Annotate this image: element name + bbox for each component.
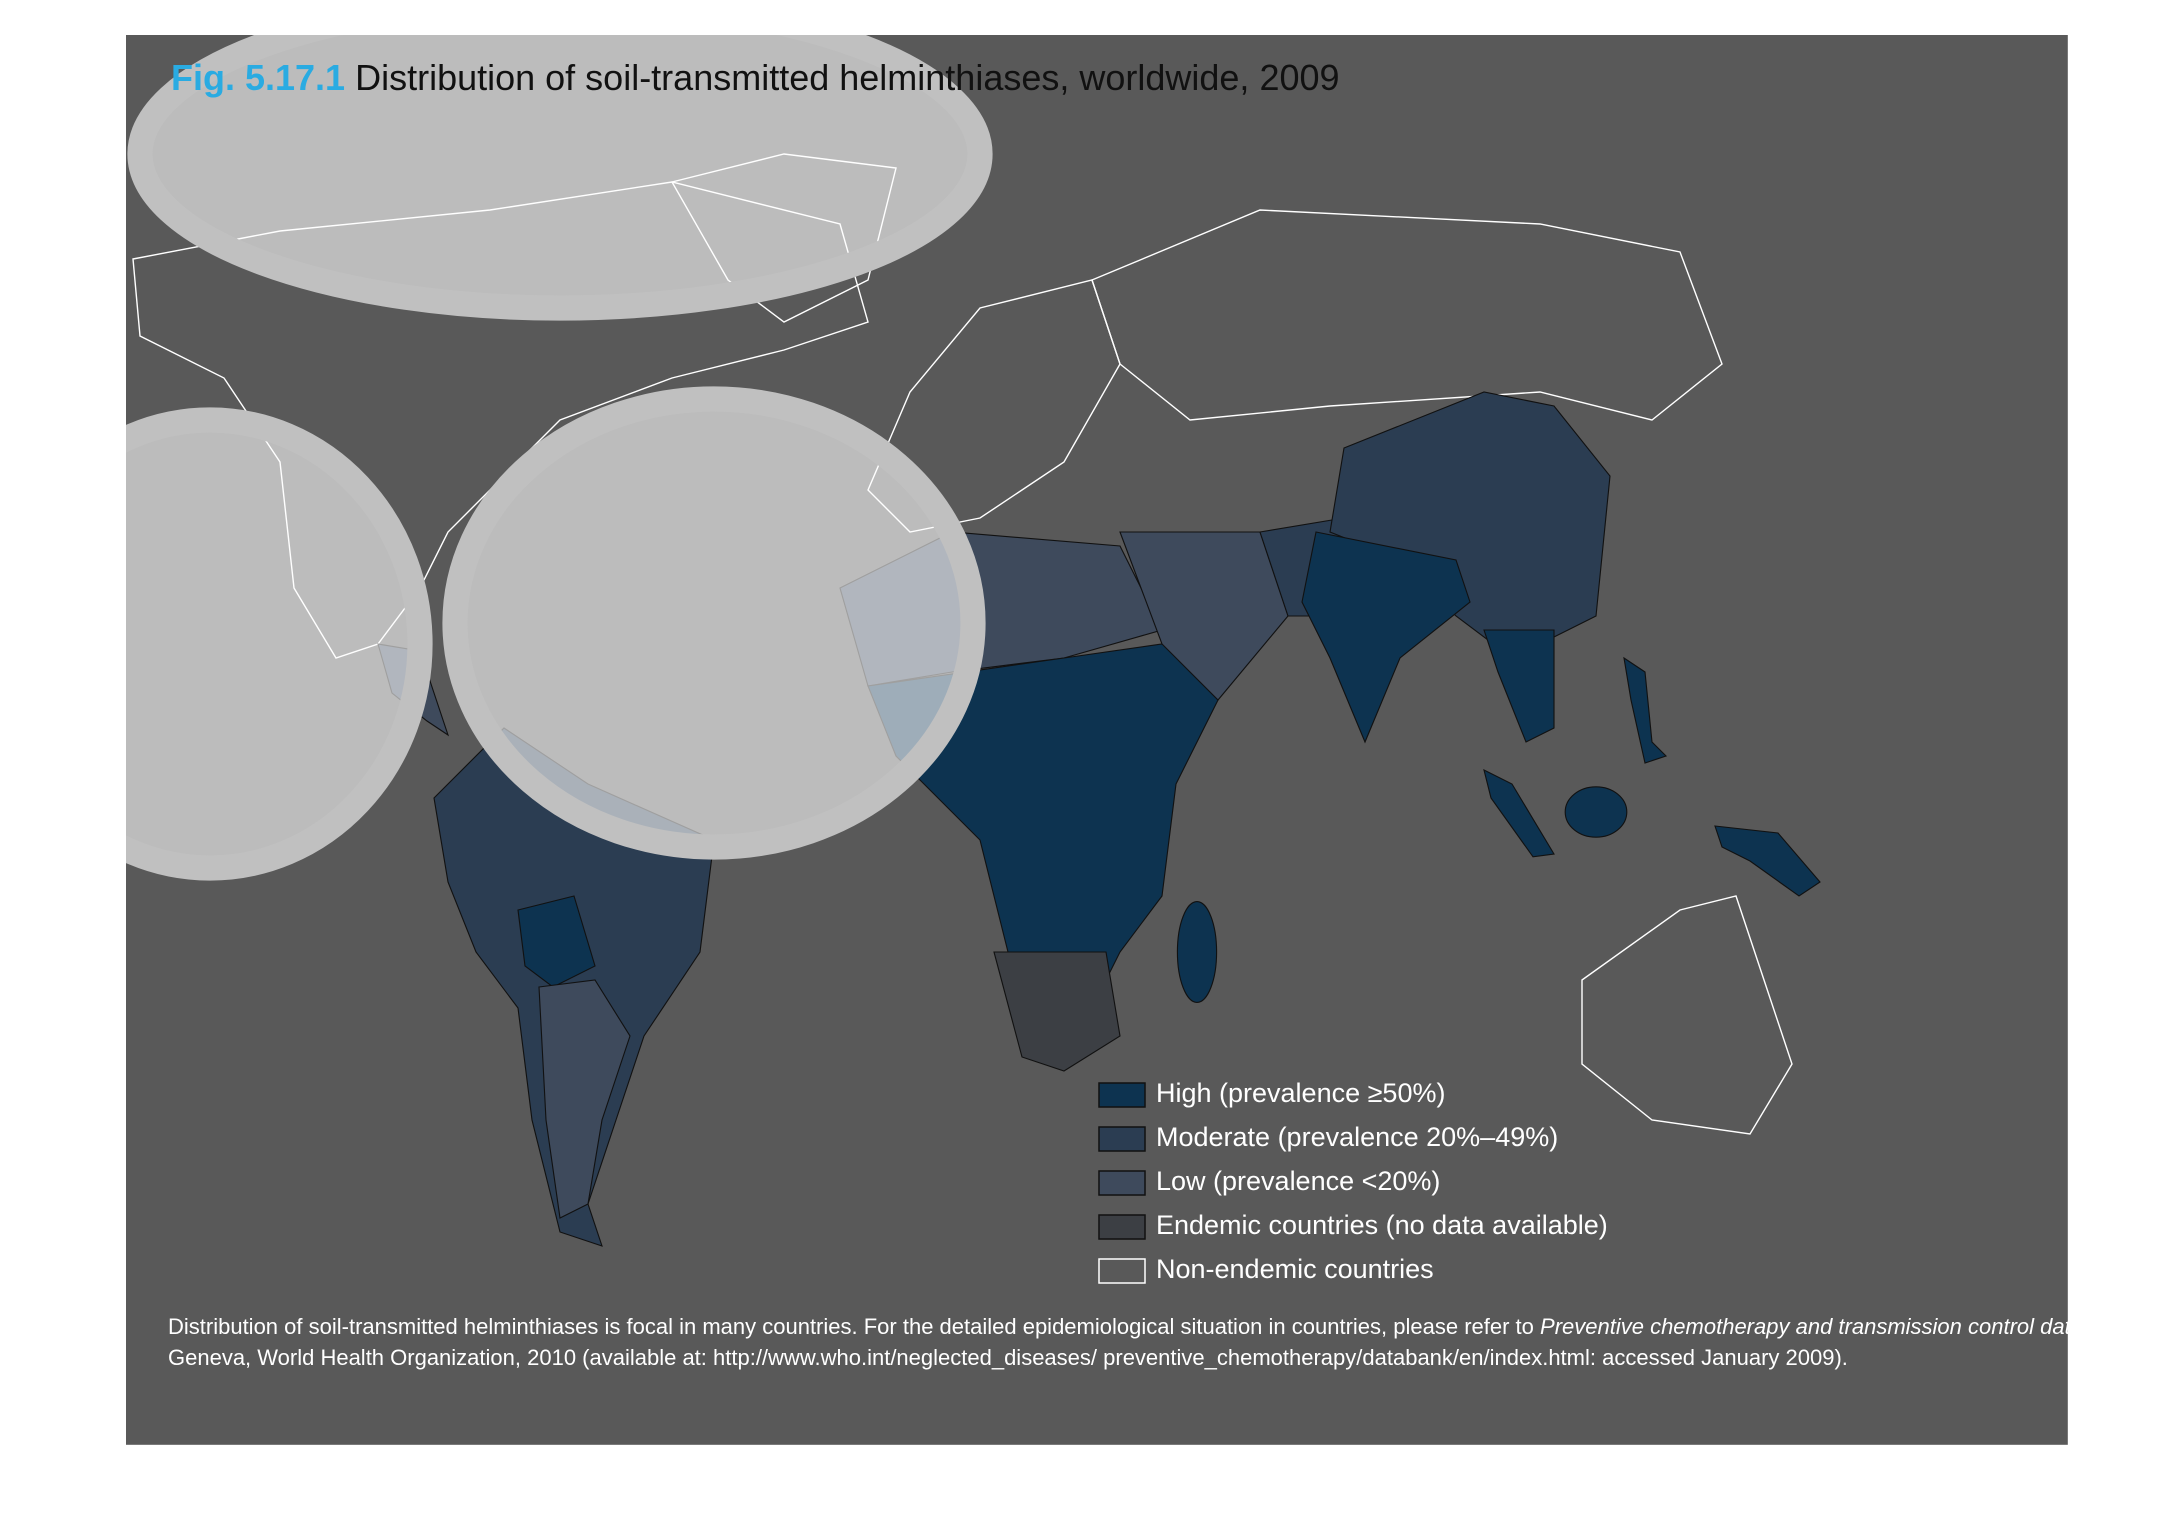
legend: High (prevalence ≥50%) Moderate (prevalen… xyxy=(1098,1078,1608,1284)
borneo xyxy=(1564,786,1628,838)
middle-east xyxy=(1119,531,1289,701)
southeast-asia xyxy=(1483,629,1555,743)
legend-label: Non-endemic countries xyxy=(1156,1254,1434,1284)
overlay-atlantic xyxy=(442,386,986,860)
legend-swatch xyxy=(1098,1082,1146,1108)
overlay-north xyxy=(127,34,993,321)
caption-line-2: Geneva, World Health Organization, 2010 … xyxy=(168,1345,1848,1370)
new-guinea xyxy=(1714,825,1821,897)
figure-number: Fig. 5.17.1 xyxy=(171,57,345,98)
map-layer xyxy=(125,34,2068,1445)
india xyxy=(1301,531,1471,744)
world-map xyxy=(125,34,1821,1247)
caption-italic: Preventive chemotherapy and transmission… xyxy=(1540,1314,2137,1339)
bolivia xyxy=(517,895,596,988)
overlay-west xyxy=(125,407,433,881)
madagascar xyxy=(1176,901,1218,1003)
philippines xyxy=(1623,656,1668,764)
southern-africa xyxy=(993,951,1121,1072)
caption-text: Distribution of soil-transmitted helmint… xyxy=(168,1314,1540,1339)
australia xyxy=(1581,895,1793,1135)
highlight-overlays xyxy=(125,34,993,881)
title-text: Distribution of soil-transmitted helmint… xyxy=(355,57,1339,98)
legend-label: High (prevalence ≥50%) xyxy=(1156,1078,1445,1108)
title: Fig. 5.17.1 Distribution of soil-transmit… xyxy=(171,57,1340,98)
legend-label: Low (prevalence <20%) xyxy=(1156,1166,1440,1196)
sumatra xyxy=(1483,768,1555,858)
legend-label: Endemic countries (no data available) xyxy=(1156,1210,1608,1240)
caption-line-1: Distribution of soil-transmitted helmint… xyxy=(168,1314,2137,1339)
legend-swatch xyxy=(1098,1126,1146,1152)
russia xyxy=(1091,209,1723,421)
legend-swatch xyxy=(1098,1258,1146,1284)
legend-swatch xyxy=(1098,1214,1146,1240)
argentina xyxy=(538,979,631,1219)
legend-swatch xyxy=(1098,1170,1146,1196)
legend-label: Moderate (prevalence 20%–49%) xyxy=(1156,1122,1558,1152)
